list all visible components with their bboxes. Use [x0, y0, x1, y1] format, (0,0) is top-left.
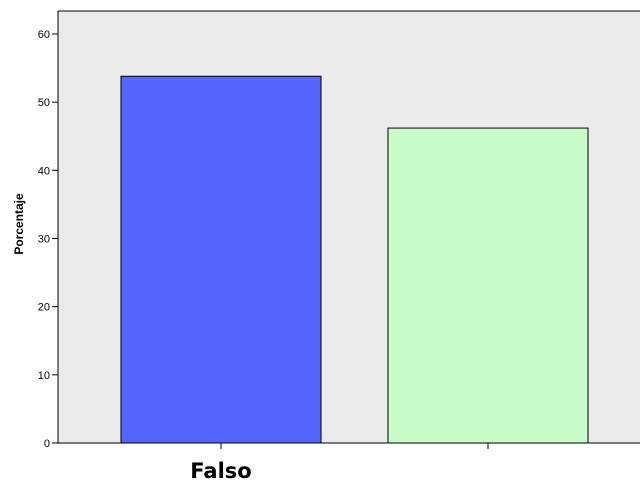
- bar-category-2: [387, 127, 589, 444]
- y-ticks-group: 0 10 20 30 40 50 60: [38, 29, 58, 450]
- y-tick-label-60: 60: [38, 29, 50, 41]
- y-tick-label-10: 10: [38, 370, 50, 382]
- y-axis-title: Porcentaje: [12, 193, 26, 255]
- bars-group: [120, 75, 589, 444]
- y-tick-label-20: 20: [38, 302, 50, 314]
- y-tick-label-50: 50: [38, 97, 50, 109]
- bar-falso: [120, 75, 322, 444]
- y-tick-label-30: 30: [38, 234, 50, 246]
- y-tick-label-40: 40: [38, 165, 50, 177]
- y-tick-label-0: 0: [44, 438, 50, 450]
- x-category-label-falso: Falso: [190, 459, 251, 481]
- x-ticks-group: Falso: [190, 443, 489, 481]
